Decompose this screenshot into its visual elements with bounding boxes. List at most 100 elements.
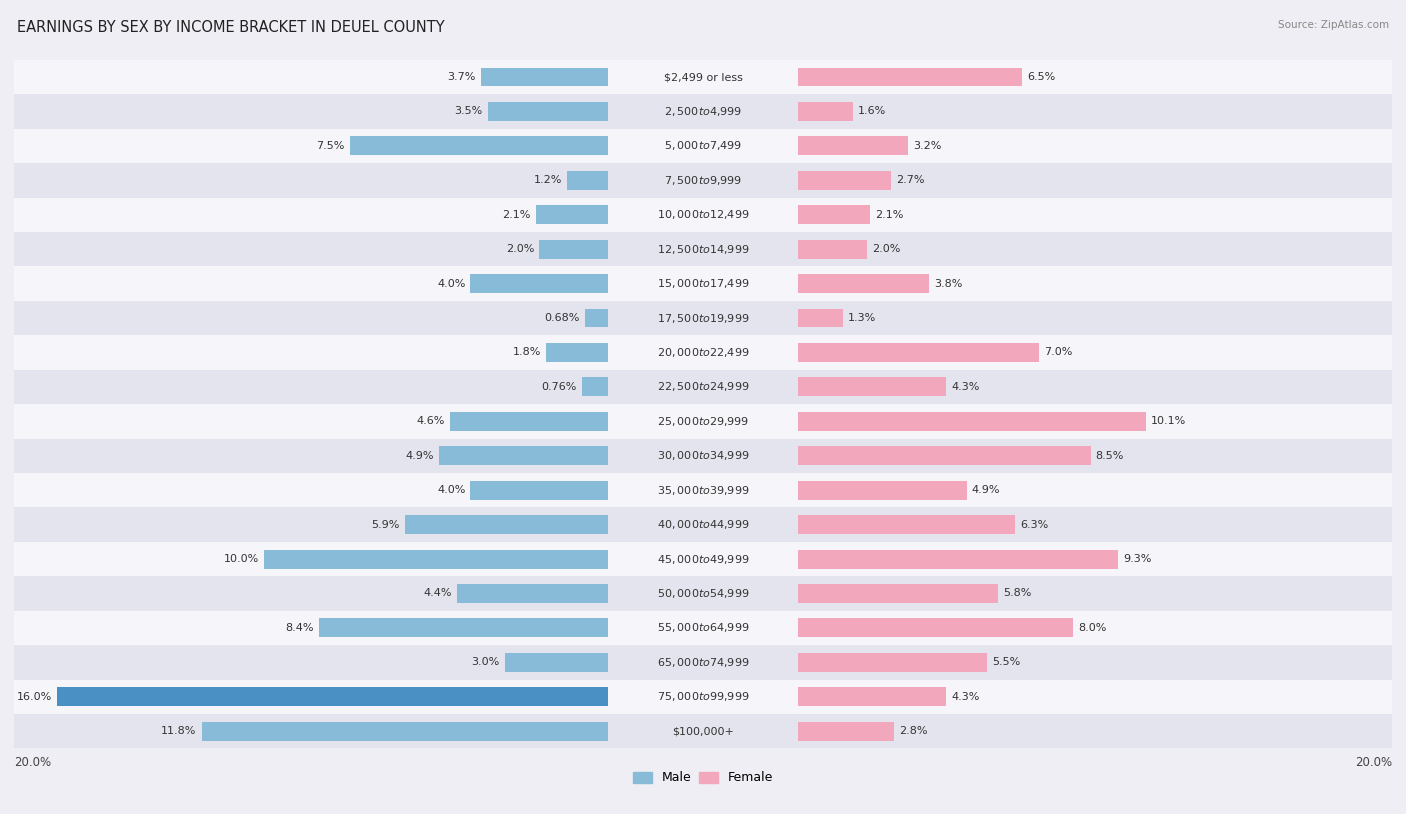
Bar xyxy=(14,370,1392,404)
Text: $15,000 to $17,499: $15,000 to $17,499 xyxy=(657,277,749,290)
Bar xyxy=(319,619,609,637)
Text: $2,499 or less: $2,499 or less xyxy=(664,72,742,82)
Bar xyxy=(797,446,1091,466)
Bar xyxy=(350,137,609,155)
Bar xyxy=(797,515,1015,534)
Bar xyxy=(14,129,1392,163)
Text: 20.0%: 20.0% xyxy=(14,756,51,769)
Bar xyxy=(797,687,946,707)
Text: 0.68%: 0.68% xyxy=(544,313,579,323)
Text: $17,500 to $19,999: $17,500 to $19,999 xyxy=(657,312,749,325)
Text: Source: ZipAtlas.com: Source: ZipAtlas.com xyxy=(1278,20,1389,30)
Text: 3.7%: 3.7% xyxy=(447,72,475,82)
Bar xyxy=(797,102,853,121)
Bar xyxy=(14,610,1392,646)
Text: 5.5%: 5.5% xyxy=(993,658,1021,667)
Bar xyxy=(797,549,1118,568)
Bar xyxy=(540,239,609,259)
Text: 2.1%: 2.1% xyxy=(502,210,531,220)
Bar xyxy=(14,94,1392,129)
Bar xyxy=(797,239,866,259)
Text: $45,000 to $49,999: $45,000 to $49,999 xyxy=(657,553,749,566)
Text: 5.9%: 5.9% xyxy=(371,519,399,530)
Text: 8.5%: 8.5% xyxy=(1095,451,1123,461)
Bar xyxy=(457,584,609,603)
Bar xyxy=(488,102,609,121)
Bar xyxy=(14,646,1392,680)
Text: 2.7%: 2.7% xyxy=(896,175,924,186)
Bar xyxy=(450,412,609,431)
Text: 8.4%: 8.4% xyxy=(285,623,314,633)
Bar xyxy=(797,378,946,396)
Text: $7,500 to $9,999: $7,500 to $9,999 xyxy=(664,174,742,186)
Text: $2,500 to $4,999: $2,500 to $4,999 xyxy=(664,105,742,118)
Text: $30,000 to $34,999: $30,000 to $34,999 xyxy=(657,449,749,462)
Bar xyxy=(797,171,891,190)
Bar xyxy=(440,446,609,466)
Bar xyxy=(14,198,1392,232)
Bar xyxy=(547,343,609,362)
Bar xyxy=(582,378,609,396)
Text: 6.3%: 6.3% xyxy=(1019,519,1047,530)
Text: 2.8%: 2.8% xyxy=(900,726,928,736)
Bar xyxy=(797,343,1039,362)
Text: $40,000 to $44,999: $40,000 to $44,999 xyxy=(657,519,749,531)
Bar xyxy=(797,68,1022,86)
Text: 4.6%: 4.6% xyxy=(416,416,444,427)
Bar xyxy=(14,266,1392,301)
Text: 3.0%: 3.0% xyxy=(471,658,499,667)
Bar xyxy=(797,619,1073,637)
Bar xyxy=(797,722,894,741)
Text: $35,000 to $39,999: $35,000 to $39,999 xyxy=(657,484,749,497)
Bar xyxy=(14,507,1392,542)
Text: $25,000 to $29,999: $25,000 to $29,999 xyxy=(657,415,749,428)
Text: 2.1%: 2.1% xyxy=(875,210,904,220)
Text: EARNINGS BY SEX BY INCOME BRACKET IN DEUEL COUNTY: EARNINGS BY SEX BY INCOME BRACKET IN DEU… xyxy=(17,20,444,35)
Bar xyxy=(14,59,1392,94)
Text: $50,000 to $54,999: $50,000 to $54,999 xyxy=(657,587,749,600)
Text: 4.9%: 4.9% xyxy=(406,451,434,461)
Text: 16.0%: 16.0% xyxy=(17,692,52,702)
Bar xyxy=(14,439,1392,473)
Text: $5,000 to $7,499: $5,000 to $7,499 xyxy=(664,139,742,152)
Bar xyxy=(14,163,1392,198)
Bar xyxy=(14,576,1392,610)
Bar xyxy=(797,412,1146,431)
Text: 10.1%: 10.1% xyxy=(1152,416,1187,427)
Text: $55,000 to $64,999: $55,000 to $64,999 xyxy=(657,621,749,634)
Text: 6.5%: 6.5% xyxy=(1026,72,1054,82)
Bar xyxy=(264,549,609,568)
Text: $10,000 to $12,499: $10,000 to $12,499 xyxy=(657,208,749,221)
Bar xyxy=(471,274,609,293)
Text: 9.3%: 9.3% xyxy=(1123,554,1152,564)
Text: $20,000 to $22,499: $20,000 to $22,499 xyxy=(657,346,749,359)
Bar xyxy=(797,137,908,155)
Bar xyxy=(471,481,609,500)
Text: 4.3%: 4.3% xyxy=(950,382,980,392)
Text: $22,500 to $24,999: $22,500 to $24,999 xyxy=(657,380,749,393)
Text: 3.5%: 3.5% xyxy=(454,107,482,116)
Bar xyxy=(797,205,870,224)
Text: 1.3%: 1.3% xyxy=(848,313,876,323)
Text: 1.8%: 1.8% xyxy=(513,348,541,357)
Bar xyxy=(202,722,609,741)
Bar xyxy=(585,309,609,327)
Bar xyxy=(405,515,609,534)
Text: 10.0%: 10.0% xyxy=(224,554,259,564)
Text: 4.0%: 4.0% xyxy=(437,485,465,495)
Bar xyxy=(14,232,1392,266)
Text: 1.2%: 1.2% xyxy=(533,175,562,186)
Bar xyxy=(481,68,609,86)
Bar xyxy=(567,171,609,190)
Text: 3.2%: 3.2% xyxy=(912,141,942,151)
Bar xyxy=(14,680,1392,714)
Text: 3.8%: 3.8% xyxy=(934,278,962,289)
Bar xyxy=(797,481,966,500)
Bar xyxy=(505,653,609,672)
Bar xyxy=(14,714,1392,748)
Text: $12,500 to $14,999: $12,500 to $14,999 xyxy=(657,243,749,256)
Text: 7.5%: 7.5% xyxy=(316,141,344,151)
Text: $100,000+: $100,000+ xyxy=(672,726,734,736)
Text: $75,000 to $99,999: $75,000 to $99,999 xyxy=(657,690,749,703)
Bar xyxy=(797,584,997,603)
